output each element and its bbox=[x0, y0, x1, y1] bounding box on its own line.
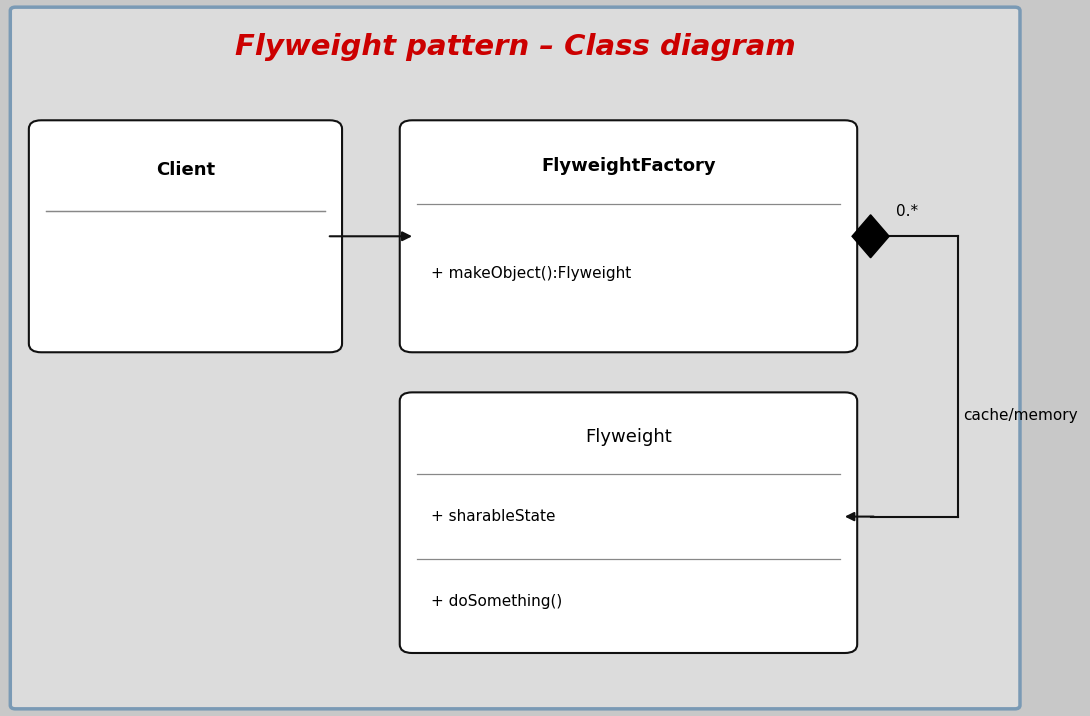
Text: Client: Client bbox=[156, 160, 215, 179]
Text: Flyweight: Flyweight bbox=[585, 428, 671, 447]
FancyBboxPatch shape bbox=[28, 120, 342, 352]
FancyBboxPatch shape bbox=[10, 7, 1020, 709]
Text: FlyweightFactory: FlyweightFactory bbox=[541, 158, 716, 175]
Text: + makeObject():Flyweight: + makeObject():Flyweight bbox=[431, 266, 631, 281]
Text: + sharableState: + sharableState bbox=[431, 509, 555, 524]
Text: Flyweight pattern – Class diagram: Flyweight pattern – Class diagram bbox=[234, 32, 796, 61]
Text: cache/memory: cache/memory bbox=[964, 408, 1078, 422]
FancyBboxPatch shape bbox=[400, 392, 857, 653]
FancyBboxPatch shape bbox=[400, 120, 857, 352]
Polygon shape bbox=[852, 215, 889, 258]
Text: + doSomething(): + doSomething() bbox=[431, 594, 562, 609]
Text: 0.*: 0.* bbox=[896, 204, 919, 218]
